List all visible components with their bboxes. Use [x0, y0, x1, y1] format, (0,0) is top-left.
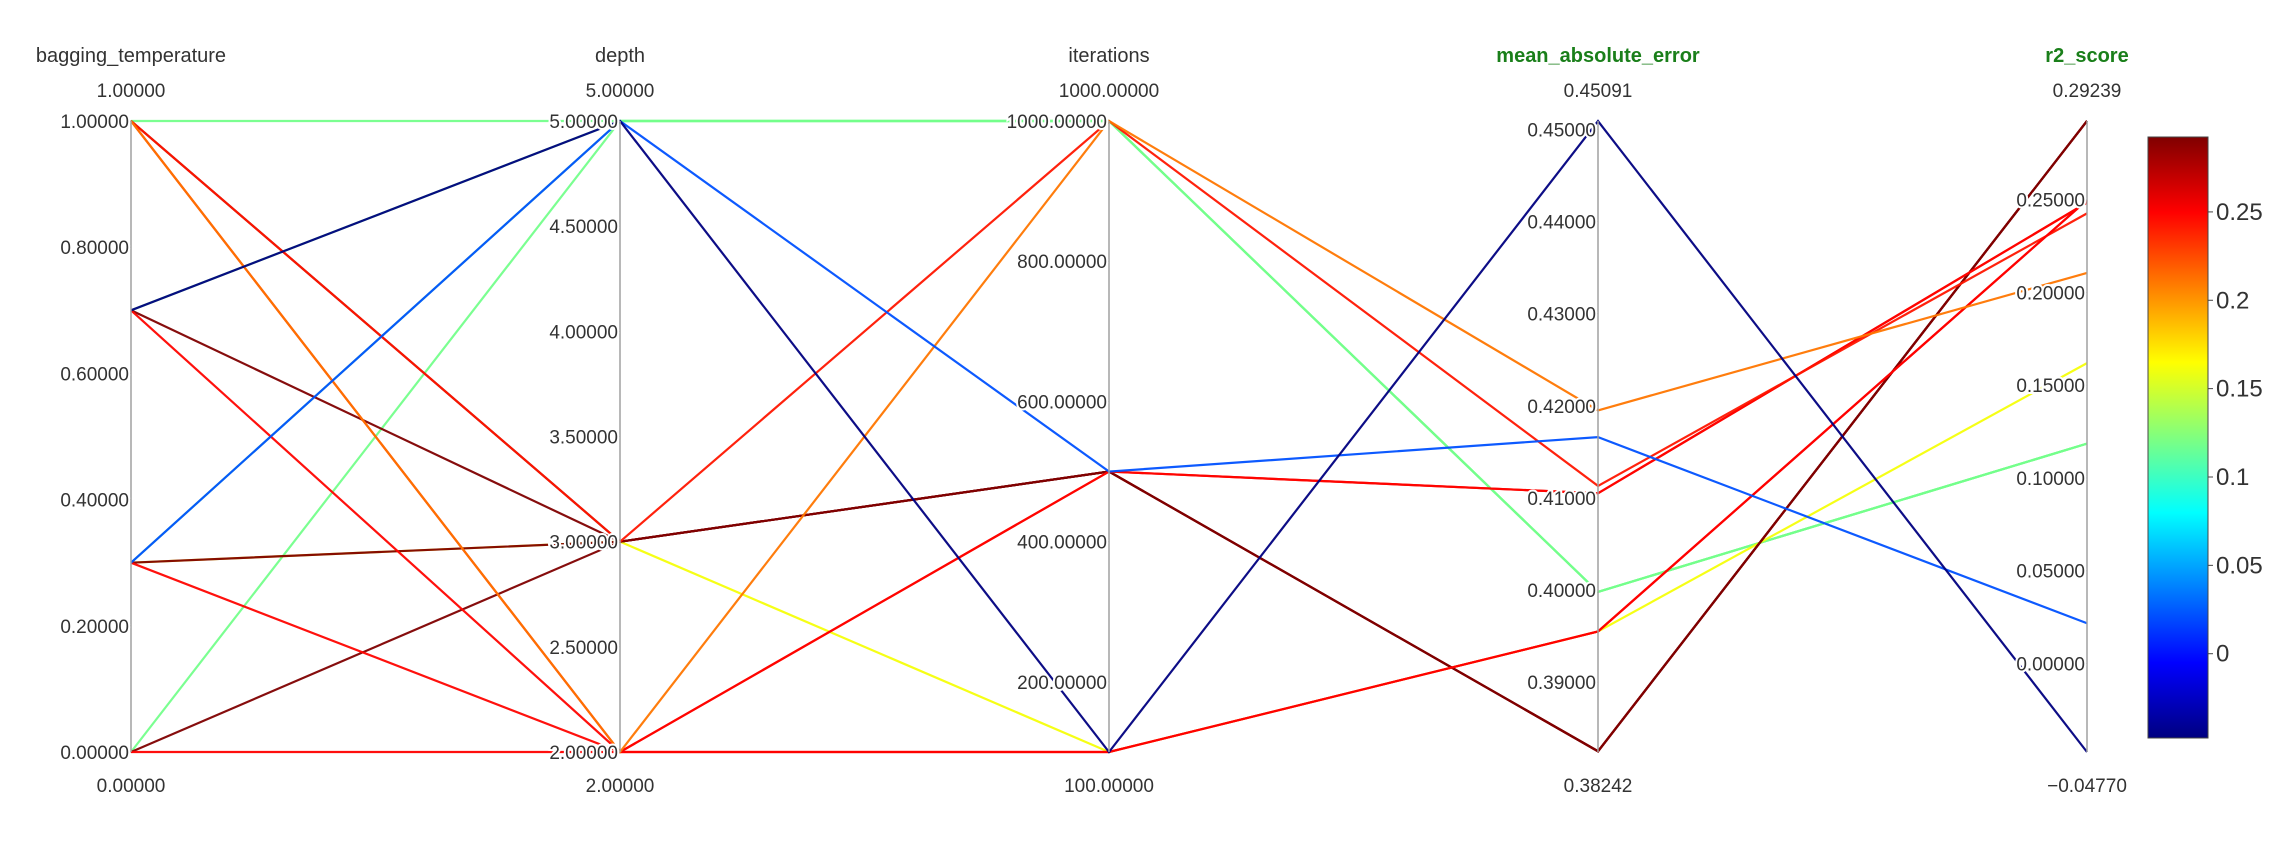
- axis-mean_absolute_error[interactable]: mean_absolute_error 0.45091 0.38242 0.39000…: [1496, 45, 1700, 797]
- colorbar-tick-label: 0.05: [2216, 552, 2263, 579]
- tick-label: 4.00000: [549, 322, 618, 343]
- colorbar-tick-label: 0.2: [2216, 287, 2249, 314]
- colorbar-tick-label: 0.1: [2216, 464, 2249, 491]
- axis-range-max-label: 1000.00000: [1059, 81, 1159, 102]
- tick-label: 0.15000: [2016, 376, 2085, 397]
- axis-range-max-label: 5.00000: [586, 81, 655, 102]
- tick-label: 0.25000: [2016, 191, 2085, 212]
- tick-label: 0.80000: [60, 238, 129, 259]
- tick-label: 3.00000: [549, 533, 618, 554]
- tick-label: 0.20000: [2016, 283, 2085, 304]
- axis-title: bagging_temperature: [36, 45, 226, 67]
- axes: bagging_temperature 1.00000 0.00000 0.00000…: [36, 45, 2129, 797]
- tick-label: 0.41000: [1527, 489, 1596, 510]
- tick-label: 5.00000: [549, 112, 618, 133]
- tick-label: 0.60000: [60, 364, 129, 385]
- axis-r2_score[interactable]: r2_score 0.29239 −0.04770 0.00000 0.05000 0.1…: [2014, 45, 2128, 797]
- axis-title: r2_score: [2045, 45, 2128, 67]
- axis-range-min-label: 100.00000: [1064, 776, 1154, 797]
- axis-title: mean_absolute_error: [1496, 45, 1700, 67]
- tick-label: 0.40000: [1527, 581, 1596, 602]
- axis-range-max-label: 0.45091: [1564, 81, 1633, 102]
- tick-label: 2.50000: [549, 638, 618, 659]
- axis-range-max-label: 1.00000: [97, 81, 166, 102]
- axis-range-min-label: 2.00000: [586, 776, 655, 797]
- tick-label: 4.50000: [549, 217, 618, 238]
- tick-label: 0.05000: [2016, 562, 2085, 583]
- tick-label: 0.20000: [60, 617, 129, 638]
- colorbar-tick-label: 0: [2216, 641, 2229, 668]
- tick-label: 0.45000: [1527, 120, 1596, 141]
- axis-iterations[interactable]: iterations 1000.00000 100.00000 200.00000 40…: [1005, 45, 1160, 797]
- axis-title: depth: [595, 45, 645, 67]
- axis-range-min-label: −0.04770: [2047, 776, 2127, 797]
- tick-label: 0.10000: [2016, 469, 2085, 490]
- tick-label: 3.50000: [549, 428, 618, 449]
- tick-label: 2.00000: [549, 743, 618, 764]
- tick-label: 0.00000: [2016, 654, 2085, 675]
- tick-label: 0.43000: [1527, 305, 1596, 326]
- tick-label: 0.42000: [1527, 397, 1596, 418]
- tick-label: 0.44000: [1527, 213, 1596, 234]
- axis-depth[interactable]: depth 5.00000 2.00000 2.00000 2.50000 3.00000…: [547, 45, 655, 797]
- colorbar: 0 0.05 0.1 0.15 0.2 0.25: [2147, 136, 2263, 739]
- tick-label: 800.00000: [1017, 252, 1107, 273]
- tick-label: 1.00000: [60, 112, 129, 133]
- colorbar-tick-label: 0.15: [2216, 376, 2263, 403]
- tick-label: 1000.00000: [1007, 112, 1107, 133]
- axis-bagging_temperature[interactable]: bagging_temperature 1.00000 0.00000 0.00000…: [36, 45, 226, 797]
- axis-range-min-label: 0.38242: [1564, 776, 1633, 797]
- colorbar-tick-label: 0.25: [2216, 199, 2263, 226]
- tick-label: 200.00000: [1017, 673, 1107, 694]
- colorbar-gradient: [2147, 136, 2209, 739]
- tick-label: 400.00000: [1017, 533, 1107, 554]
- axis-title: iterations: [1068, 45, 1149, 67]
- axis-range-max-label: 0.29239: [2053, 81, 2122, 102]
- tick-label: 0.40000: [60, 491, 129, 512]
- tick-label: 0.39000: [1527, 673, 1596, 694]
- tick-label: 600.00000: [1017, 392, 1107, 413]
- axis-range-min-label: 0.00000: [97, 776, 166, 797]
- tick-label: 0.00000: [60, 743, 129, 764]
